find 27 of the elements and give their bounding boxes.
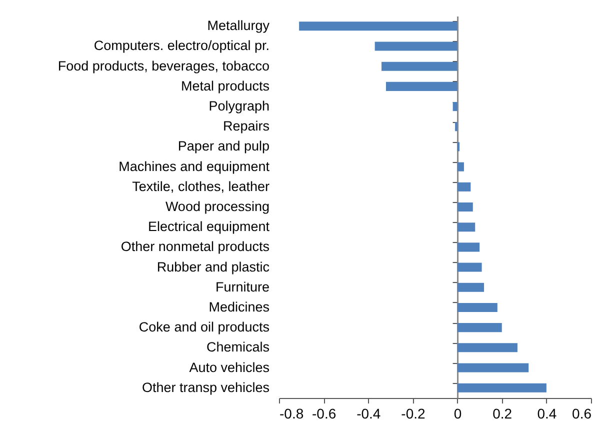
y-tick-label: Paper and pulp <box>178 138 270 154</box>
x-tick-label: -0.2 <box>401 406 426 422</box>
y-tick-label: Auto vehicles <box>189 360 270 375</box>
x-tick-label: -0.8 <box>280 406 304 422</box>
y-tick-label: Medicines <box>208 299 270 314</box>
y-tick-label: Coke and oil products <box>138 320 270 335</box>
y-tick-label: Polygraph <box>208 98 270 114</box>
y-tick-label: Textile, clothes, leather <box>132 178 270 194</box>
y-tick-label: Electrical equipment <box>148 219 270 234</box>
y-tick-label: Repairs <box>222 118 270 134</box>
y-tick-label: Computers. electro/optical pr. <box>94 38 270 54</box>
y-tick-label: Rubber and plastic <box>156 259 270 274</box>
y-tick-label: Food products, beverages, tobacco <box>58 58 270 74</box>
x-tick-label: -0.4 <box>356 406 381 422</box>
y-tick-label: Machines and equipment <box>118 158 270 174</box>
x-tick-label: 0 <box>454 406 462 422</box>
y-tick-label: Metal products <box>180 78 270 94</box>
x-tick-label: 0.2 <box>492 406 512 422</box>
x-tick-label: -0.6 <box>312 406 336 422</box>
y-tick-label: Other transp vehicles <box>142 380 270 395</box>
x-tick-label: 0.6 <box>572 406 592 422</box>
y-tick-label: Wood processing <box>165 199 270 214</box>
y-tick-label: Metallurgy <box>207 18 270 34</box>
y-tick-label: Furniture <box>215 279 270 294</box>
x-tick-label: 0.4 <box>537 406 557 422</box>
y-tick-label: Other nonmetal products <box>120 239 270 254</box>
y-tick-label: Chemicals <box>206 340 270 355</box>
